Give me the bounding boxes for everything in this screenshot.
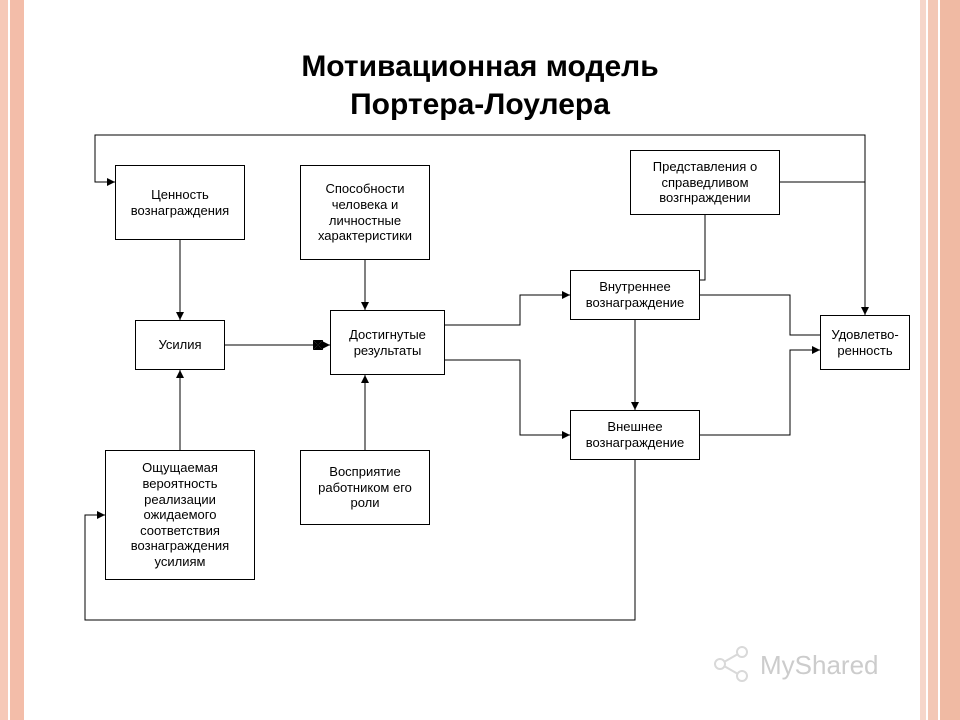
decor-strip [928, 0, 938, 720]
watermark-text: MyShared [760, 650, 879, 681]
node-intrinsic: Внутреннее вознаграждение [570, 270, 700, 320]
node-abilities: Способности человека и личностные характ… [300, 165, 430, 260]
node-satisfaction: Удовлетво-ренность [820, 315, 910, 370]
decor-strip [10, 0, 24, 720]
node-results: Достигнутые результаты [330, 310, 445, 375]
watermark-shared: Shared [795, 650, 879, 680]
decor-strip [0, 0, 8, 720]
diagram-canvas: Мотивационная модель Портера-Лоулера MyS… [0, 0, 960, 720]
diagram-title-line2: Портера-Лоулера [0, 88, 960, 122]
decor-strip [940, 0, 960, 720]
node-value_reward: Ценность вознаграждения [115, 165, 245, 240]
node-probability: Ощущаемая вероятность реализации ожидаем… [105, 450, 255, 580]
watermark-my: My [760, 650, 795, 680]
node-extrinsic: Внешнее вознаграждение [570, 410, 700, 460]
diagram-title-line1: Мотивационная модель [0, 50, 960, 84]
watermark-icon [710, 642, 754, 691]
node-effort: Усилия [135, 320, 225, 370]
node-fairness: Представления о справедливом возгнражден… [630, 150, 780, 215]
node-role_perception: Восприятие работником его роли [300, 450, 430, 525]
decor-strip [920, 0, 926, 720]
